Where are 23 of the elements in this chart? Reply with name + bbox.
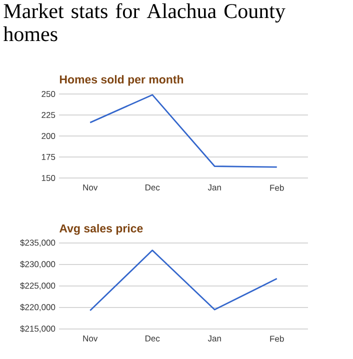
x-tick-label: Jan: [208, 336, 221, 342]
x-tick-label: Jan: [208, 184, 221, 190]
y-tick-label: $215,000: [20, 325, 56, 333]
x-tick-label: Dec: [146, 336, 160, 342]
y-tick-label: $225,000: [20, 282, 56, 290]
y-tick-label: 225: [42, 112, 56, 118]
y-tick-label: 250: [42, 91, 56, 98]
chart-title: Avg sales price: [59, 224, 143, 235]
x-tick-label: Feb: [270, 336, 284, 342]
y-tick-label: $235,000: [20, 239, 56, 247]
line-series: [89, 250, 278, 312]
y-tick-label: 150: [42, 174, 56, 182]
x-tick-label: Nov: [83, 184, 98, 190]
x-tick-label: Dec: [146, 184, 160, 190]
text: Market stats for Alachua County homes: [3, 3, 286, 42]
y-tick-label: 175: [42, 154, 56, 160]
y-tick-label: $230,000: [20, 260, 56, 268]
line-series: [89, 94, 278, 168]
x-tick-label: Feb: [270, 184, 284, 191]
y-tick-label: 200: [42, 133, 56, 140]
x-tick-label: Nov: [83, 336, 98, 342]
chart-title: Homes sold per month: [60, 75, 184, 86]
y-tick-label: $220,000: [20, 304, 56, 312]
